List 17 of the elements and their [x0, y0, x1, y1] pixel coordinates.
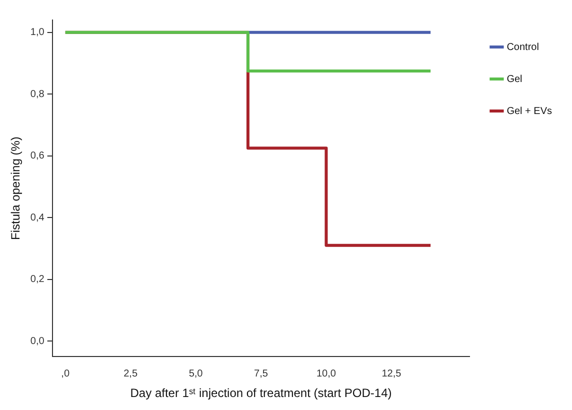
- y-axis-title: Fistula opening (%): [8, 136, 23, 240]
- legend-label: Gel + EVs: [506, 106, 552, 117]
- x-tick-label: 2,5: [124, 368, 138, 380]
- x-tick-label: 5,0: [188, 368, 204, 380]
- y-tick-label: 0,2: [30, 274, 45, 286]
- x-tick-label: 12,5: [382, 368, 402, 380]
- y-tick-label: 0,8: [30, 88, 45, 100]
- y-tick-label: 0,4: [30, 212, 45, 224]
- legend-label: Control: [506, 42, 539, 53]
- y-tick-label: 1,0: [30, 27, 45, 38]
- x-axis-title: Day after 1ˢᵗ injection of treatment (start POD-14): [130, 386, 392, 400]
- legend-label: Gel: [506, 74, 522, 85]
- x-tick-label: 7,5: [254, 368, 268, 380]
- x-tick-label: ,0: [61, 368, 70, 380]
- y-tick-label: 0,6: [30, 150, 45, 162]
- y-tick-label: 0,0: [30, 336, 45, 347]
- x-tick-label: 10,0: [316, 368, 336, 380]
